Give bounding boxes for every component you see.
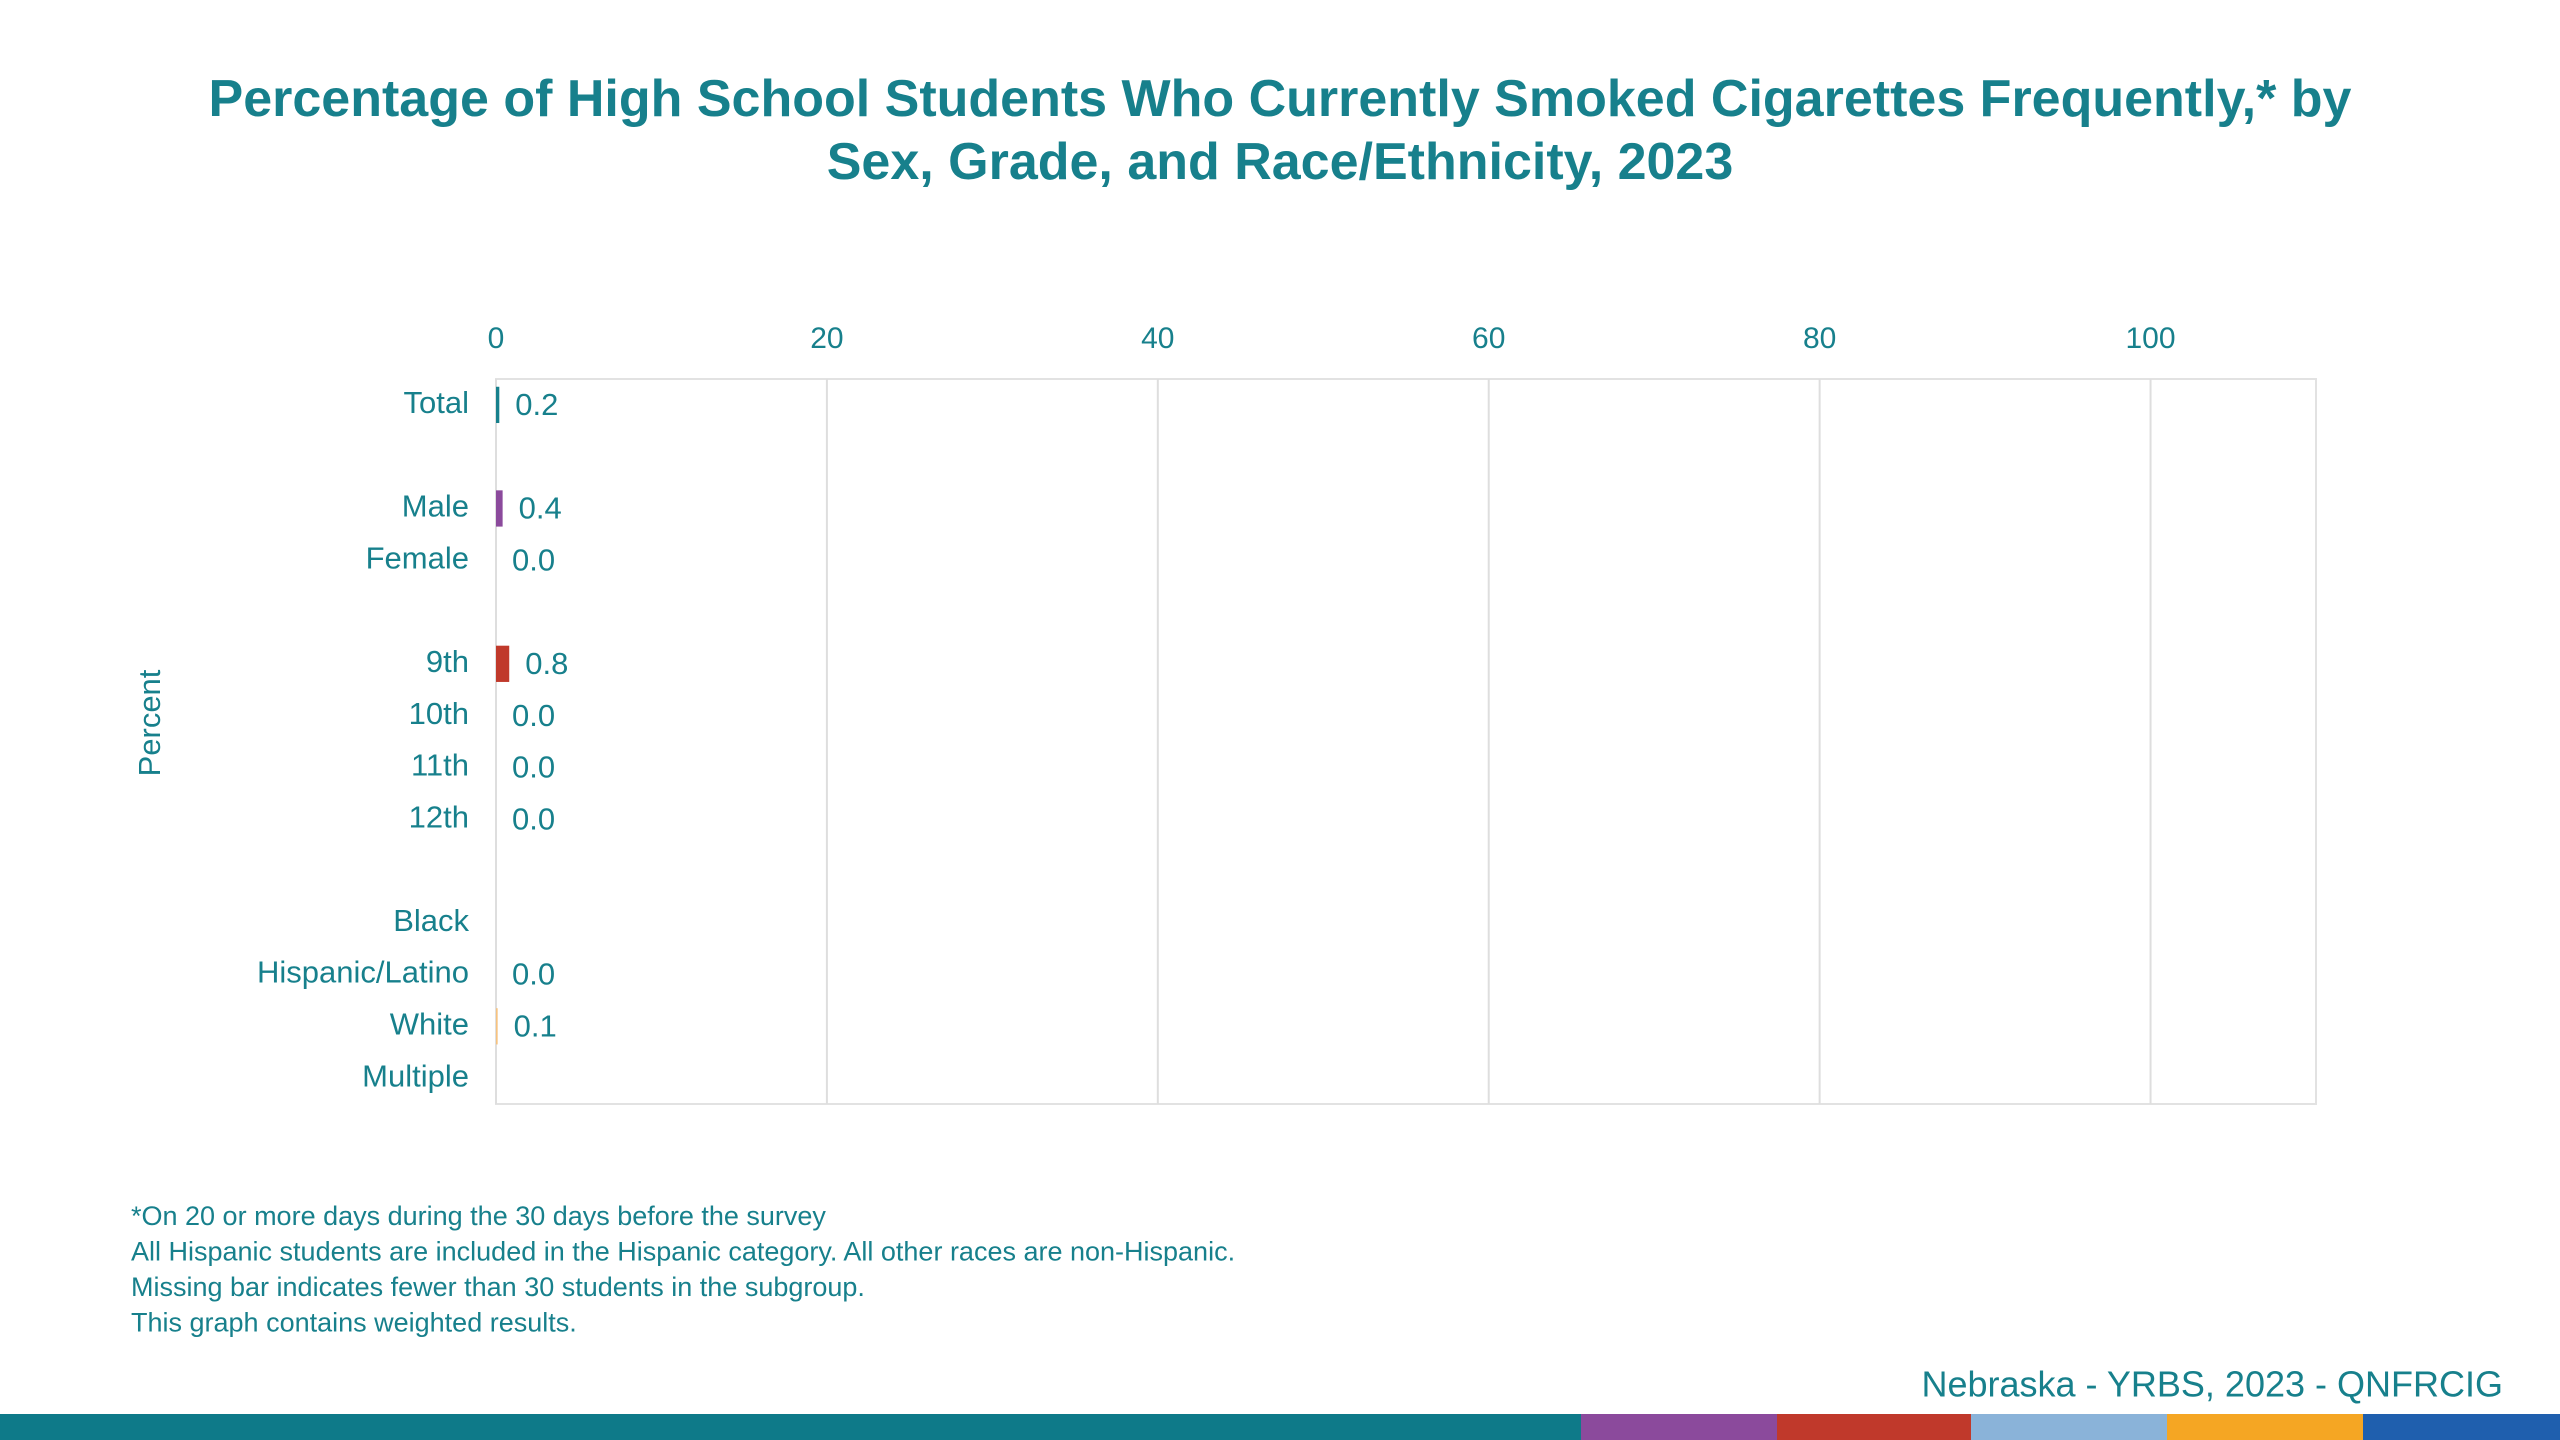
y-tick-label: Female	[366, 540, 469, 575]
x-tick-label: 0	[488, 322, 505, 355]
chart-title: Percentage of High School Students Who C…	[208, 70, 2352, 191]
value-label: 0.0	[512, 801, 555, 836]
footnote: All Hispanic students are included in th…	[131, 1237, 1235, 1267]
footnote: Missing bar indicates fewer than 30 stud…	[131, 1272, 865, 1302]
footnote: *On 20 or more days during the 30 days b…	[131, 1201, 826, 1231]
bar	[496, 386, 500, 424]
y-tick-label: 9th	[426, 644, 469, 679]
value-label: 0.0	[512, 698, 555, 733]
y-tick-label: 10th	[409, 696, 469, 731]
footnote: This graph contains weighted results.	[131, 1308, 577, 1338]
x-tick-label: 20	[810, 322, 843, 355]
x-tick-label: 40	[1141, 322, 1174, 355]
footer-stripe	[0, 1414, 2560, 1440]
y-tick-label: Black	[393, 903, 469, 938]
y-tick-label: Multiple	[362, 1058, 469, 1093]
bar	[496, 1008, 498, 1045]
y-tick-label: White	[390, 1007, 469, 1042]
x-tick-label: 80	[1803, 322, 1836, 355]
y-axis-label: Percent	[132, 669, 167, 776]
bar	[496, 490, 503, 527]
y-tick-label: 11th	[411, 748, 469, 783]
value-label: 0.0	[512, 750, 555, 785]
value-label: 0.1	[514, 1009, 557, 1044]
plot-frame	[495, 378, 2317, 1105]
y-tick-label: Total	[404, 385, 469, 420]
value-label: 0.4	[519, 491, 562, 526]
x-tick-label: 60	[1472, 322, 1505, 355]
y-tick-label: Male	[402, 489, 469, 524]
y-tick-label: 12th	[409, 799, 469, 834]
source: Nebraska - YRBS, 2023 - QNFRCIG	[1921, 1364, 2503, 1405]
value-label: 0.0	[512, 542, 555, 577]
bar	[496, 645, 510, 682]
y-tick-label: Hispanic/Latino	[257, 955, 469, 990]
x-tick-label: 100	[2126, 322, 2176, 355]
value-label: 0.8	[525, 646, 568, 681]
value-label: 0.0	[512, 957, 555, 992]
value-label: 0.2	[515, 387, 558, 422]
